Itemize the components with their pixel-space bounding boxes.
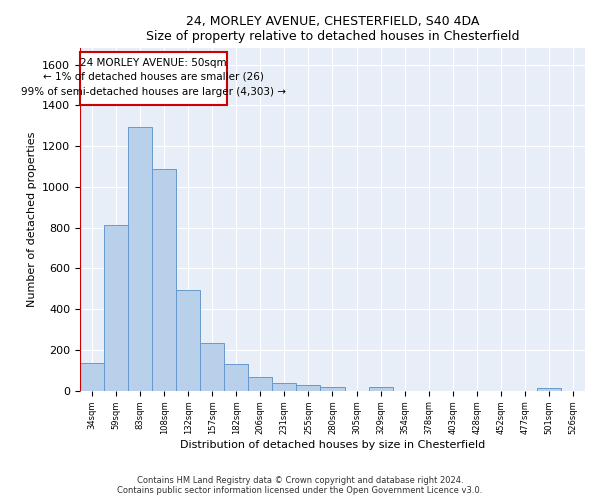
Bar — [200, 344, 224, 390]
Text: 99% of semi-detached houses are larger (4,303) →: 99% of semi-detached houses are larger (… — [21, 87, 286, 97]
Bar — [152, 168, 176, 390]
Bar — [104, 224, 128, 390]
Bar — [248, 377, 272, 390]
X-axis label: Distribution of detached houses by size in Chesterfield: Distribution of detached houses by size … — [180, 440, 485, 450]
Bar — [296, 385, 320, 390]
Bar — [368, 388, 392, 390]
Bar — [320, 388, 344, 390]
Text: 24 MORLEY AVENUE: 50sqm: 24 MORLEY AVENUE: 50sqm — [80, 58, 227, 68]
FancyBboxPatch shape — [80, 52, 227, 106]
Y-axis label: Number of detached properties: Number of detached properties — [26, 132, 37, 307]
Bar — [224, 364, 248, 390]
Title: 24, MORLEY AVENUE, CHESTERFIELD, S40 4DA
Size of property relative to detached h: 24, MORLEY AVENUE, CHESTERFIELD, S40 4DA… — [146, 15, 519, 43]
Bar — [128, 127, 152, 390]
Bar — [176, 290, 200, 390]
Text: ← 1% of detached houses are smaller (26): ← 1% of detached houses are smaller (26) — [43, 72, 264, 82]
Text: Contains HM Land Registry data © Crown copyright and database right 2024.
Contai: Contains HM Land Registry data © Crown c… — [118, 476, 482, 495]
Bar — [80, 363, 104, 390]
Bar — [272, 382, 296, 390]
Bar — [537, 388, 561, 390]
